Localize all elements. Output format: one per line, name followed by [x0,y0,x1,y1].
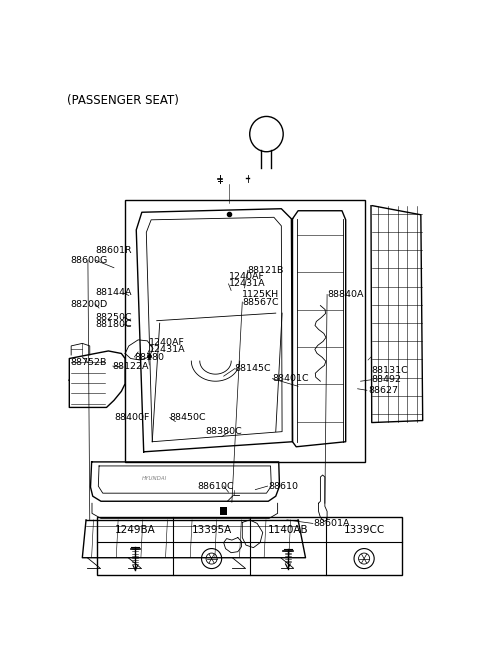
Text: 88610: 88610 [268,481,299,491]
Text: 88752B: 88752B [71,358,107,367]
Text: 88380C: 88380C [205,427,242,436]
Text: 12431A: 12431A [228,280,265,288]
Text: 88200D: 88200D [71,299,108,309]
Text: 88627: 88627 [368,386,398,395]
Text: 88122A: 88122A [113,362,149,371]
Text: 88601A: 88601A [313,519,349,528]
Text: 1240AF: 1240AF [149,339,185,347]
Text: 1140AB: 1140AB [267,525,308,534]
Bar [125,200,365,462]
Text: 88567C: 88567C [242,297,279,307]
Text: 1339CC: 1339CC [344,525,385,534]
Text: 88144A: 88144A [96,288,132,297]
Text: 88610C: 88610C [197,481,234,491]
Text: (PASSENGER SEAT): (PASSENGER SEAT) [67,94,180,107]
Text: 1249BA: 1249BA [115,525,156,534]
Text: HYUNDAI: HYUNDAI [142,476,168,481]
Text: 88180C: 88180C [96,320,132,329]
Text: 88131C: 88131C [372,365,408,375]
Text: 88450C: 88450C [170,413,206,422]
Text: 1240AF: 1240AF [228,272,264,281]
Bar [97,517,402,575]
Text: 88180: 88180 [134,352,164,362]
Text: 1125KH: 1125KH [242,290,279,299]
Text: 88492: 88492 [372,375,402,384]
Text: 88145C: 88145C [235,364,272,373]
Text: 12431A: 12431A [149,345,186,354]
Text: 88840A: 88840A [327,290,363,299]
Text: 88400F: 88400F [114,413,149,422]
Bar [220,507,227,515]
Text: 88600G: 88600G [71,255,108,265]
Text: 88601R: 88601R [96,246,132,255]
Text: 88401C: 88401C [272,374,309,383]
Text: 13395A: 13395A [192,525,232,534]
Text: 88250C: 88250C [96,312,132,322]
Text: 88121B: 88121B [248,266,284,274]
